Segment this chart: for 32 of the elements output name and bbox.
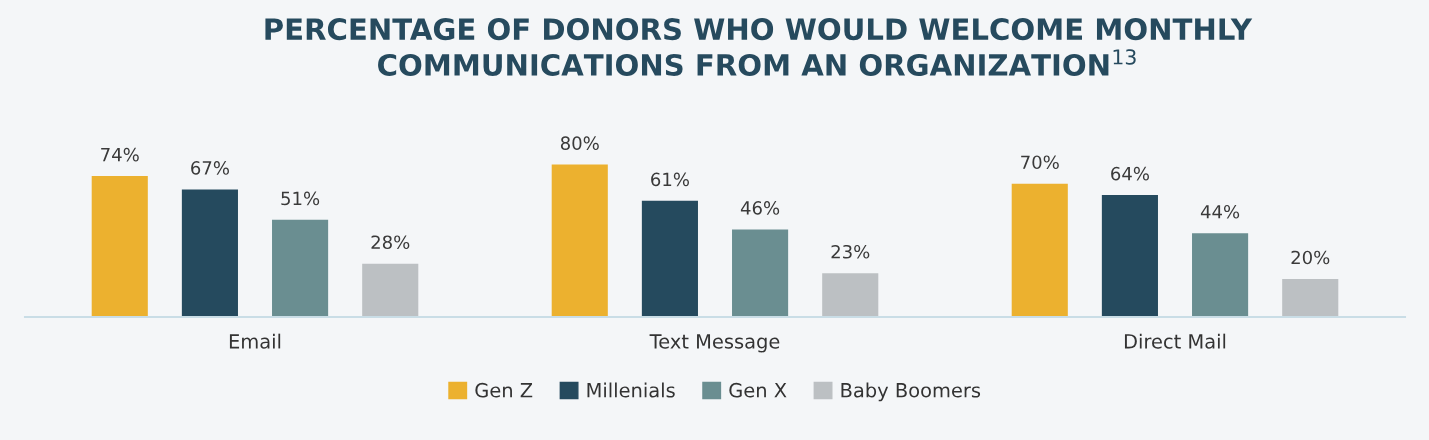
- bar: [732, 229, 789, 317]
- data-label: 67%: [191, 161, 229, 175]
- bar: [91, 176, 148, 317]
- x-tick-label: Text Message: [649, 334, 780, 353]
- bar: [641, 200, 698, 317]
- bar: [1282, 278, 1339, 317]
- data-label: 74%: [101, 147, 139, 162]
- legend-label: Millenials: [587, 382, 675, 398]
- data-label: 70%: [1021, 155, 1059, 170]
- bar: [1011, 183, 1068, 317]
- data-label: 61%: [651, 172, 689, 187]
- bar: [1101, 195, 1158, 317]
- data-label: 44%: [1200, 204, 1240, 219]
- data-label: 28%: [371, 235, 410, 250]
- legend-label: Baby Boomers: [841, 382, 981, 402]
- bar: [362, 263, 419, 317]
- bar: [272, 219, 329, 317]
- chart-title: PERCENTAGE OF DONORS WHO WOULD WELCOME MONTHLY COMMUNICATIONS FROM AN ORGANIZATION$^{13}$: [265, 18, 1253, 76]
- data-label: 64%: [1111, 166, 1149, 181]
- data-label: 23%: [831, 244, 870, 259]
- x-tick-label: Direct Mail: [1124, 333, 1226, 349]
- legend-label: Gen Z: [475, 382, 533, 398]
- data-label: 51%: [281, 191, 320, 206]
- data-label: 80%: [560, 136, 599, 151]
- legend-label: Gen X: [729, 382, 787, 398]
- bar: [181, 189, 238, 317]
- x-tick-label: Email: [229, 333, 281, 349]
- data-label: 46%: [740, 201, 780, 215]
- bar: [822, 273, 879, 317]
- bar: [551, 164, 608, 317]
- data-label: 20%: [1291, 250, 1330, 265]
- bar: [1192, 233, 1249, 317]
